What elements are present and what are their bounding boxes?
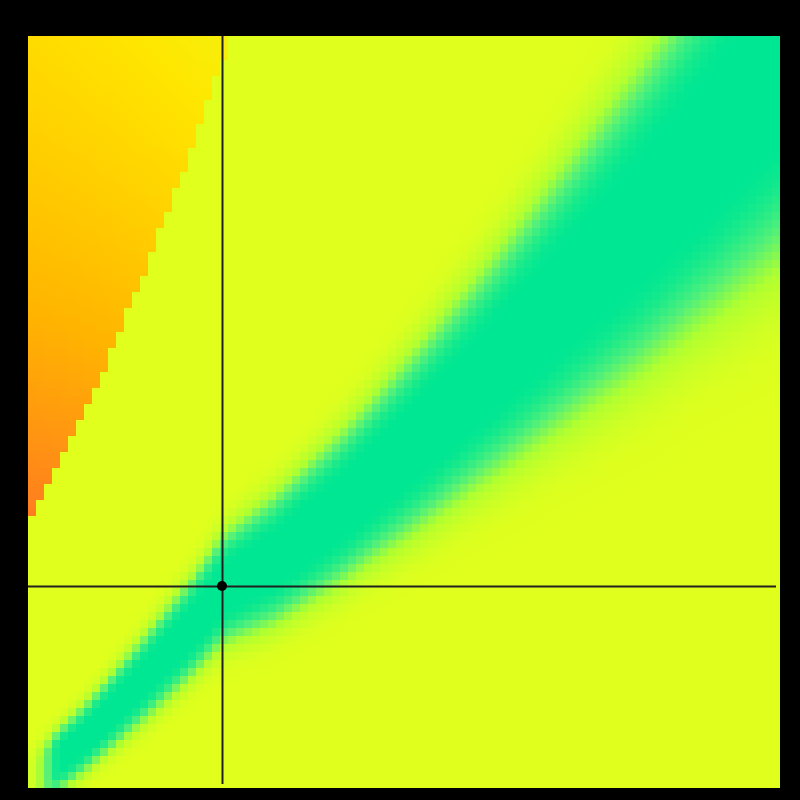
heatmap-canvas: [0, 0, 800, 800]
chart-wrap: TheBottleneck.com: [0, 0, 800, 800]
